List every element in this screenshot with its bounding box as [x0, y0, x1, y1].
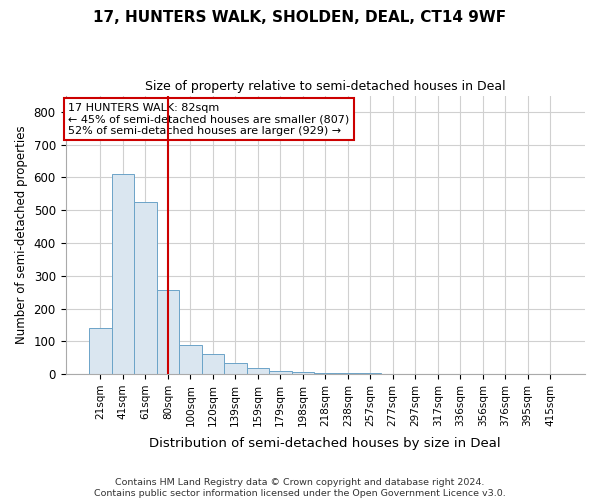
Bar — [247, 368, 269, 374]
Bar — [202, 354, 224, 374]
Bar — [224, 362, 247, 374]
Bar — [157, 290, 179, 374]
Bar — [337, 373, 359, 374]
Bar — [89, 328, 112, 374]
Bar — [292, 372, 314, 374]
Bar — [269, 371, 292, 374]
Y-axis label: Number of semi-detached properties: Number of semi-detached properties — [15, 126, 28, 344]
Text: 17 HUNTERS WALK: 82sqm
← 45% of semi-detached houses are smaller (807)
52% of se: 17 HUNTERS WALK: 82sqm ← 45% of semi-det… — [68, 102, 349, 136]
Text: Contains HM Land Registry data © Crown copyright and database right 2024.
Contai: Contains HM Land Registry data © Crown c… — [94, 478, 506, 498]
Bar — [314, 372, 337, 374]
Bar — [134, 202, 157, 374]
Bar — [179, 344, 202, 374]
Text: 17, HUNTERS WALK, SHOLDEN, DEAL, CT14 9WF: 17, HUNTERS WALK, SHOLDEN, DEAL, CT14 9W… — [94, 10, 506, 25]
X-axis label: Distribution of semi-detached houses by size in Deal: Distribution of semi-detached houses by … — [149, 437, 501, 450]
Bar — [112, 174, 134, 374]
Title: Size of property relative to semi-detached houses in Deal: Size of property relative to semi-detach… — [145, 80, 506, 93]
